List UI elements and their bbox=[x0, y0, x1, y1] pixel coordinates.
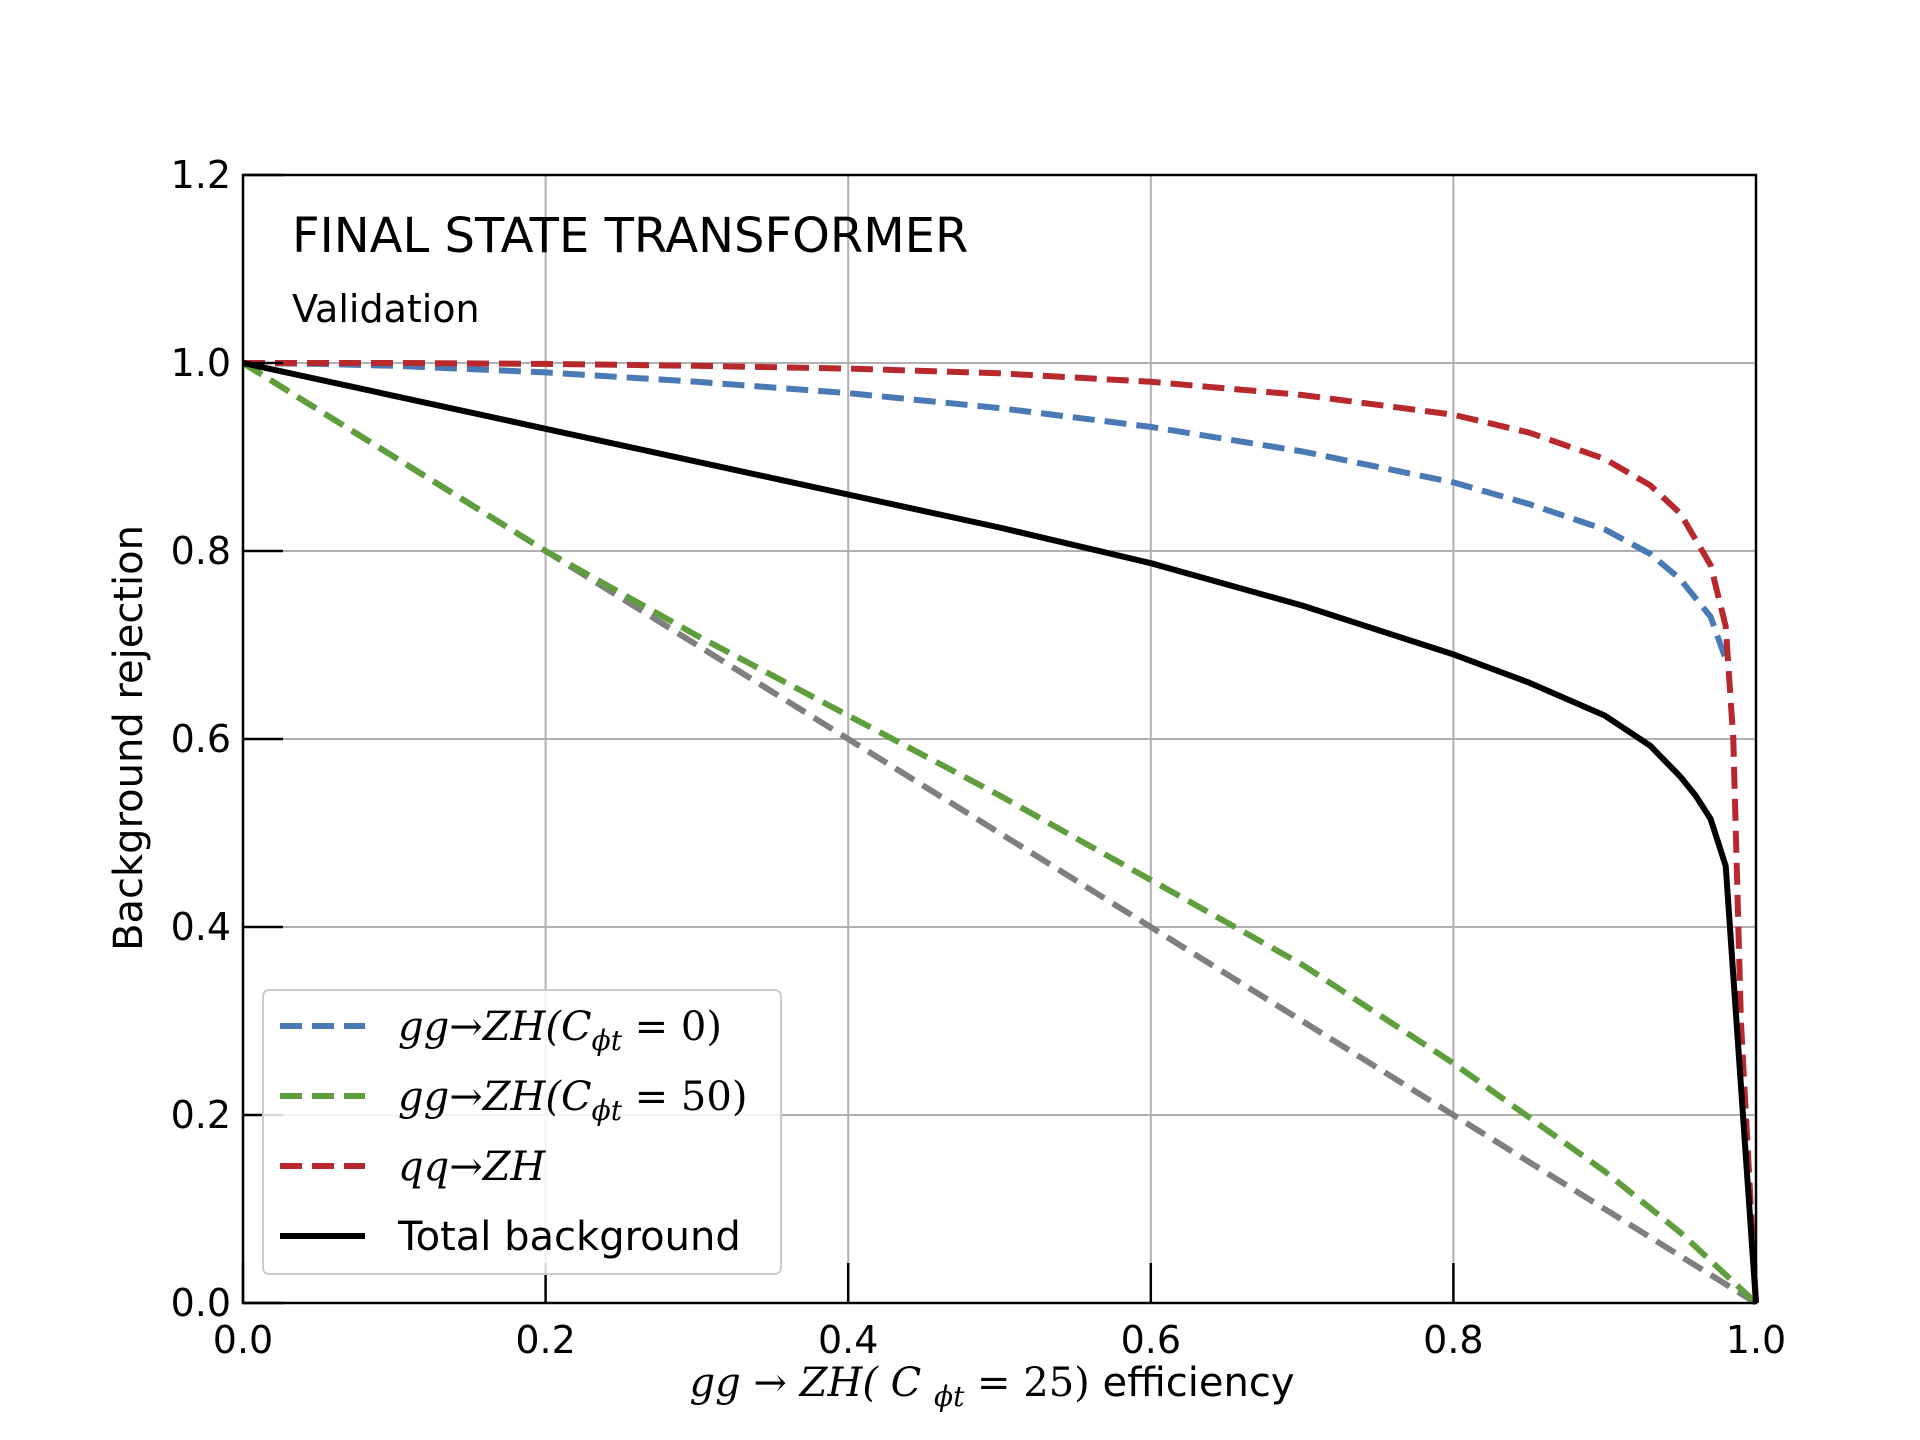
legend-label-3: Total background bbox=[397, 1214, 741, 1260]
series-line-3 bbox=[242, 360, 1759, 1304]
legend-part-sub: ϕt bbox=[592, 1024, 623, 1057]
annotation-subtitle: Validation bbox=[292, 287, 480, 331]
x-label-coef: C bbox=[891, 1360, 922, 1406]
y-tick-label: 0.0 bbox=[171, 1281, 231, 1325]
x-tick-label: 0.4 bbox=[818, 1318, 878, 1362]
legend-part-arrow: → bbox=[449, 1144, 483, 1190]
x-label-arrow: → bbox=[753, 1360, 787, 1406]
legend-part-proc: ZH bbox=[481, 1144, 547, 1190]
legend: gg→ZH(Cϕt = 0)gg→ZH(Cϕt = 50)qq→ZHTotal … bbox=[262, 989, 782, 1275]
y-tick-label: 0.8 bbox=[171, 529, 231, 573]
legend-label-1: gg→ZH(Cϕt = 50) bbox=[398, 1074, 747, 1127]
x-tick-label: 0.2 bbox=[515, 1318, 575, 1362]
x-label-process: ZH( bbox=[798, 1360, 880, 1406]
y-tick-label: 1.0 bbox=[171, 341, 231, 385]
y-tick-label: 0.6 bbox=[171, 717, 231, 761]
legend-part-arrow: → bbox=[449, 1004, 483, 1050]
axis-ticks: 0.0 0.2 0.4 0.6 0.8 1.0 0.0 0.2 0.4 0.6 0.8 1.0 1.2 bbox=[171, 153, 1787, 1362]
legend-part-proc: ZH( bbox=[481, 1004, 563, 1050]
annotation-title: FINAL STATE TRANSFORMER bbox=[292, 208, 968, 264]
series-line-2 bbox=[243, 360, 1759, 1304]
legend-part-post: = 50) bbox=[622, 1074, 747, 1120]
x-label-suffix: efficiency bbox=[1103, 1360, 1295, 1406]
legend-part-pre: qq bbox=[398, 1144, 449, 1190]
y-tick-label: 0.2 bbox=[171, 1093, 231, 1137]
x-label-coef-sub: ϕt bbox=[934, 1380, 965, 1413]
x-tick-label: 0.8 bbox=[1423, 1318, 1483, 1362]
legend-part-post: = 0) bbox=[622, 1004, 722, 1050]
x-label-eq: = 25) bbox=[977, 1360, 1090, 1406]
y-tick-label: 0.4 bbox=[171, 905, 231, 949]
legend-part-arrow: → bbox=[449, 1074, 483, 1120]
legend-part-pre: gg bbox=[398, 1074, 449, 1120]
legend-frame bbox=[262, 989, 782, 1275]
series-layer bbox=[241, 360, 1759, 1306]
series-line-0 bbox=[242, 360, 1729, 661]
x-tick-label: 0.0 bbox=[213, 1318, 273, 1362]
legend-label-0: gg→ZH(Cϕt = 0) bbox=[398, 1004, 722, 1057]
legend-part-coef: C bbox=[561, 1004, 592, 1050]
legend-part-sub: ϕt bbox=[592, 1094, 623, 1127]
legend-label-2: qq→ZH bbox=[398, 1144, 547, 1190]
y-axis-label: Background rejection bbox=[106, 525, 152, 951]
x-axis-label: gg → ZH( C ϕt = 25) efficiency bbox=[689, 1360, 1294, 1416]
series-line-1 bbox=[241, 360, 1759, 1306]
y-tick-label: 1.2 bbox=[171, 153, 231, 197]
legend-part-pre: gg bbox=[398, 1004, 449, 1050]
legend-part-proc: ZH( bbox=[481, 1074, 563, 1120]
x-tick-label: 0.6 bbox=[1121, 1318, 1181, 1362]
legend-part-coef: C bbox=[561, 1074, 592, 1120]
x-label-prefix: gg bbox=[689, 1360, 740, 1406]
x-tick-label: 1.0 bbox=[1726, 1318, 1786, 1362]
